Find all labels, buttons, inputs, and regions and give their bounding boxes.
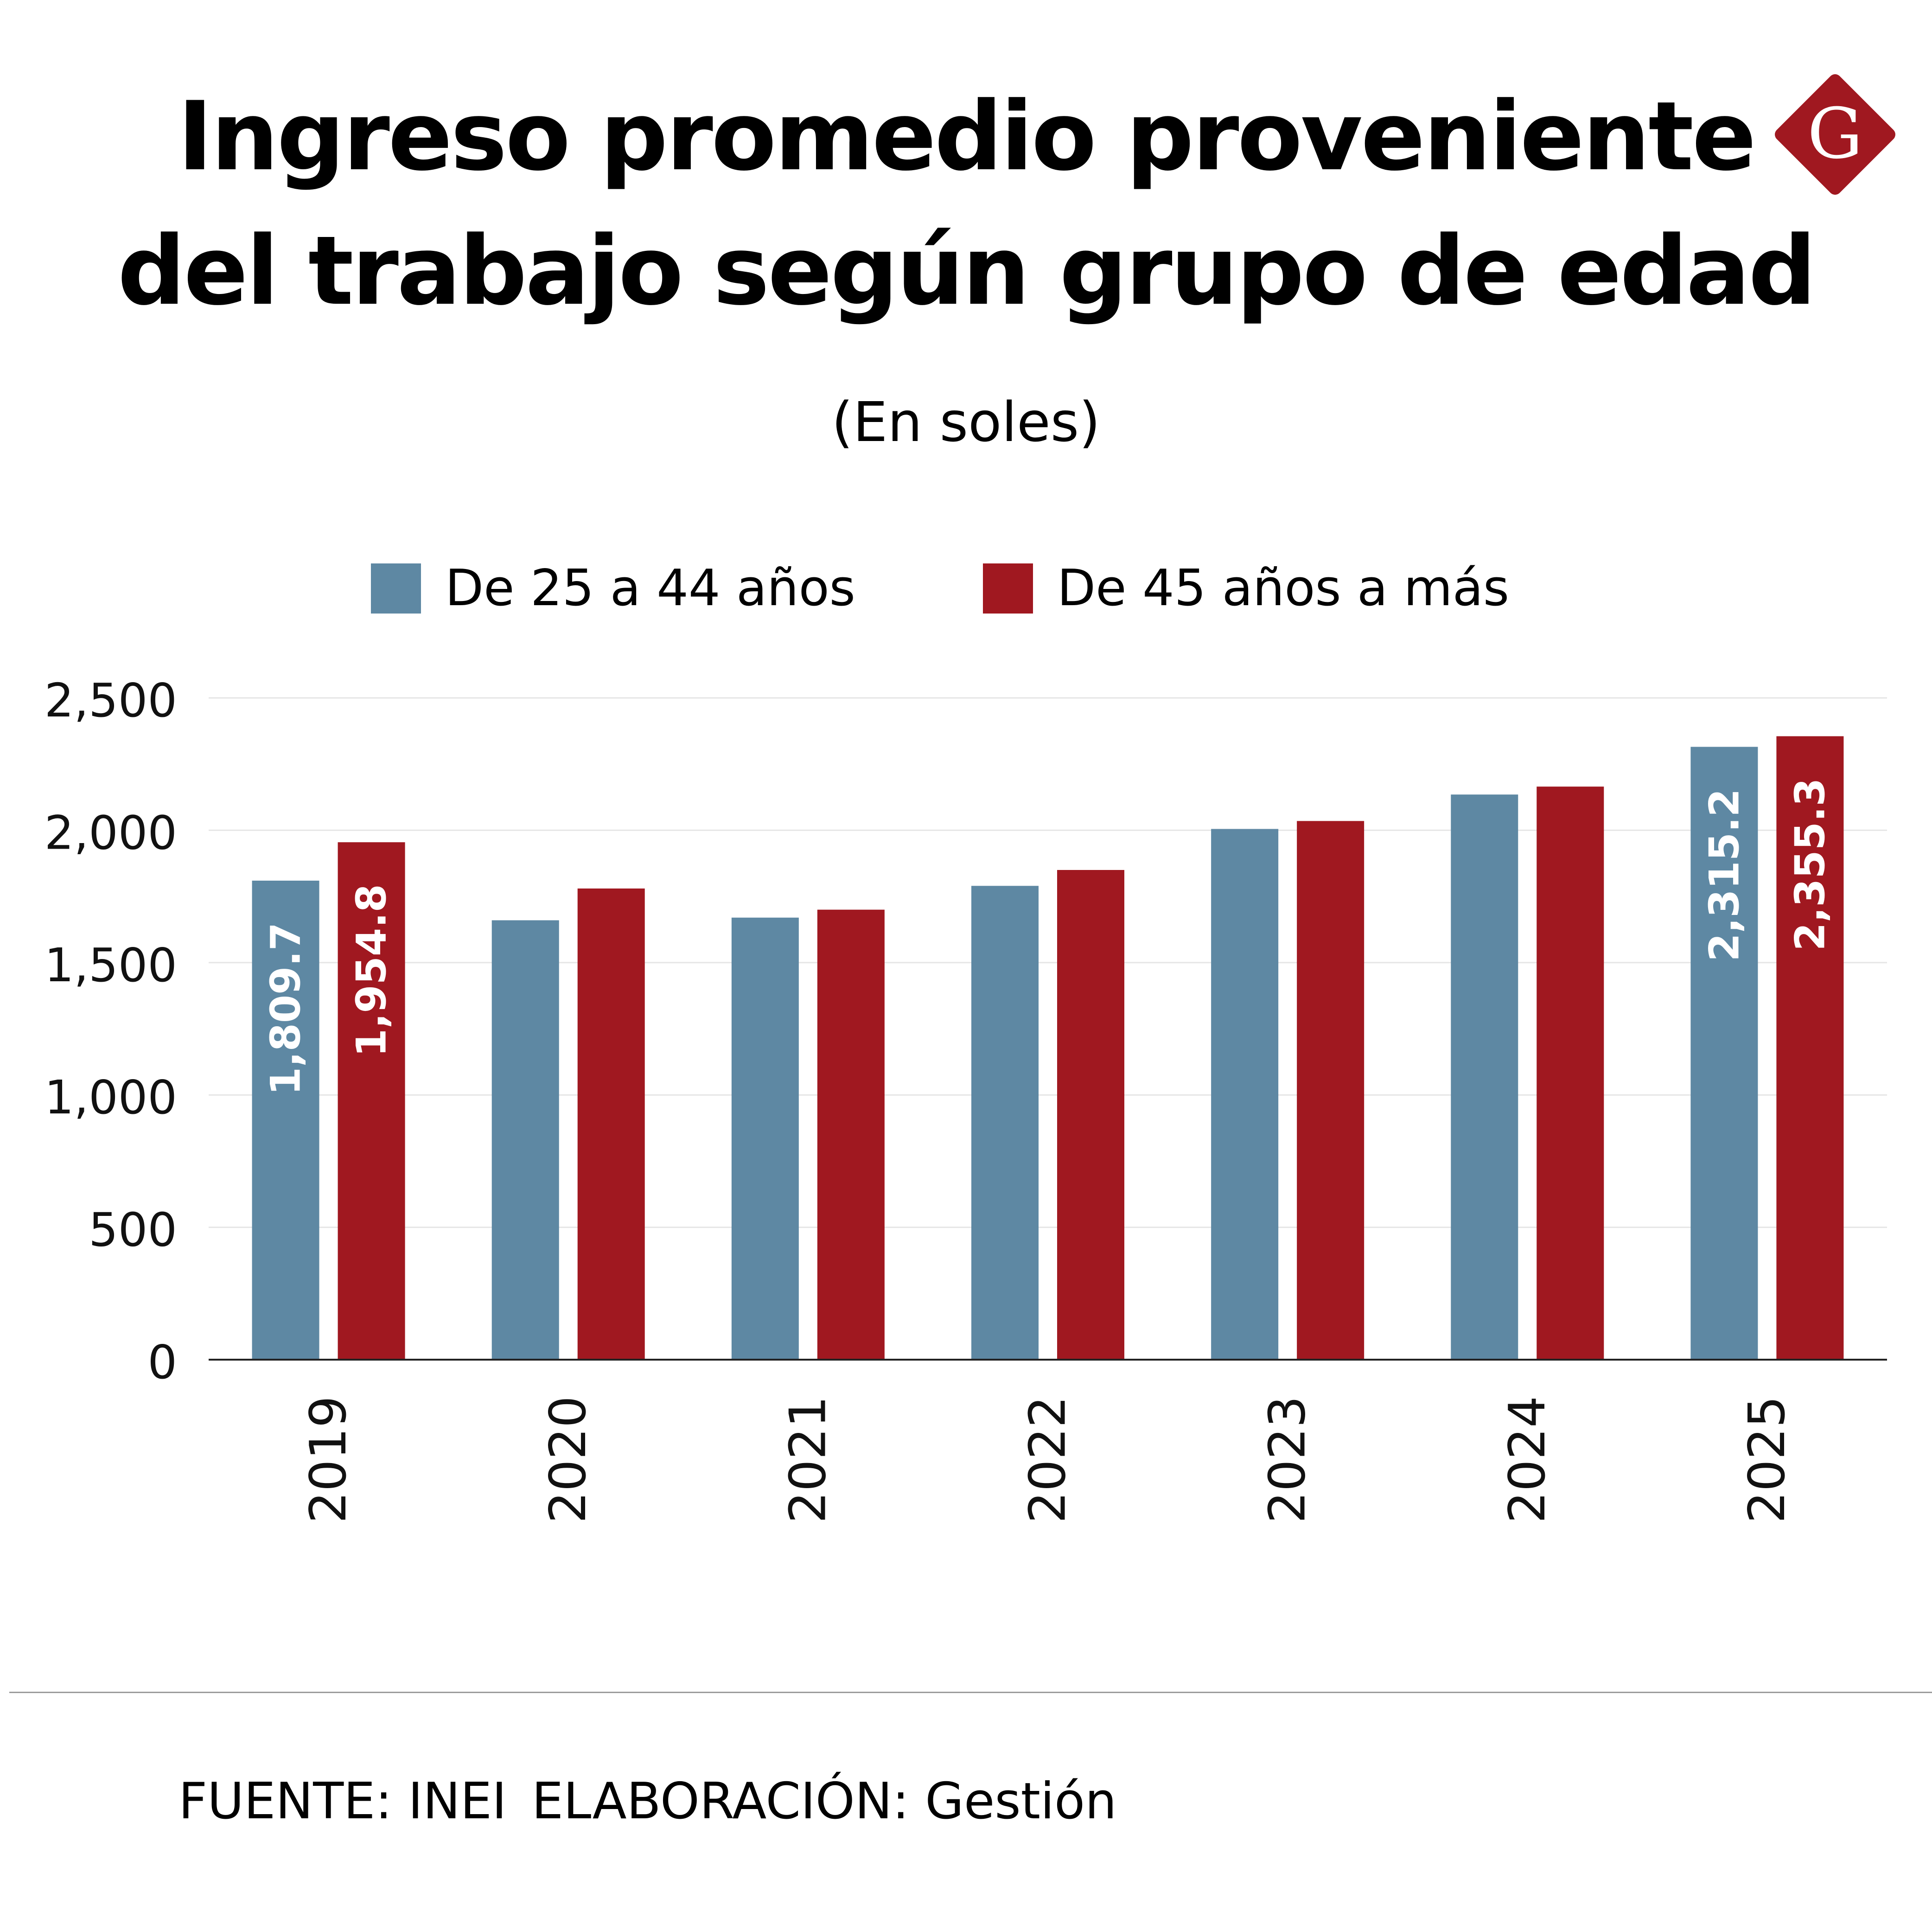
- title-line-2: del trabajo según grupo de edad: [117, 216, 1816, 326]
- divider: [9, 1692, 1932, 1693]
- bar-45-plus-2024: [1537, 786, 1604, 1360]
- legend-label: De 45 años a más: [1057, 559, 1510, 617]
- source-note: FUENTE: INEI ELABORACIÓN: Gestión: [179, 1767, 1142, 1836]
- logo-letter: G: [1807, 94, 1863, 174]
- bar-25-44-2023: [1211, 829, 1279, 1360]
- x-tick-label: 2023: [1259, 1396, 1317, 1523]
- legend-swatch-blue: [371, 563, 421, 614]
- y-tick-label: 1,000: [45, 1070, 177, 1125]
- y-tick-label: 0: [147, 1335, 177, 1389]
- legend-swatch-red: [983, 563, 1033, 614]
- bar-25-44-2020: [491, 920, 559, 1360]
- bar-45-plus-2020: [577, 888, 645, 1360]
- data-label: 1,954.8: [348, 884, 395, 1057]
- bar-45-plus-2019: [338, 842, 405, 1360]
- data-label: 2,315.2: [1700, 788, 1748, 961]
- x-tick-label: 2021: [779, 1396, 837, 1523]
- source-text: FUENTE: INEI: [179, 1772, 507, 1830]
- chart-subtitle: (En soles): [831, 390, 1101, 454]
- data-label: 2,355.3: [1786, 778, 1834, 951]
- y-tick-label: 2,500: [45, 673, 177, 728]
- bar-25-44-2019: [252, 881, 319, 1360]
- x-tick-label: 2020: [539, 1396, 597, 1523]
- y-tick-label: 2,000: [45, 806, 177, 860]
- y-tick-label: 1,500: [45, 938, 177, 992]
- bar-45-plus-2021: [817, 909, 885, 1360]
- bar-25-44-2024: [1451, 794, 1518, 1360]
- legend-label: De 25 a 44 años: [445, 559, 855, 617]
- logo-diamond: [1775, 74, 1895, 195]
- title-line-1: Ingreso promedio proveniente: [177, 82, 1756, 192]
- data-label: 1,809.7: [262, 922, 310, 1095]
- gestion-logo-icon: G: [1775, 74, 1895, 195]
- x-tick-label: 2022: [1019, 1396, 1077, 1523]
- bar-25-44-2022: [971, 886, 1039, 1360]
- chart-title: Ingreso promedio proveniente del trabajo…: [0, 70, 1932, 339]
- bar-45-plus-2022: [1057, 870, 1124, 1360]
- bar-chart: 0 500 1,000 1,500 2,000 2,500 1,809.7 1,954.8 20…: [45, 673, 1887, 1523]
- x-tick-label: 2024: [1498, 1396, 1556, 1523]
- bar-25-44-2021: [731, 917, 799, 1360]
- bar-25-44-2025: [1690, 747, 1758, 1360]
- bar-45-plus-2025: [1776, 736, 1844, 1360]
- x-tick-label: 2019: [300, 1396, 357, 1523]
- x-tick-label: 2025: [1738, 1396, 1796, 1523]
- bar-45-plus-2023: [1297, 821, 1365, 1360]
- credit-text: ELABORACIÓN: Gestión: [531, 1772, 1117, 1830]
- y-tick-label: 500: [89, 1203, 177, 1257]
